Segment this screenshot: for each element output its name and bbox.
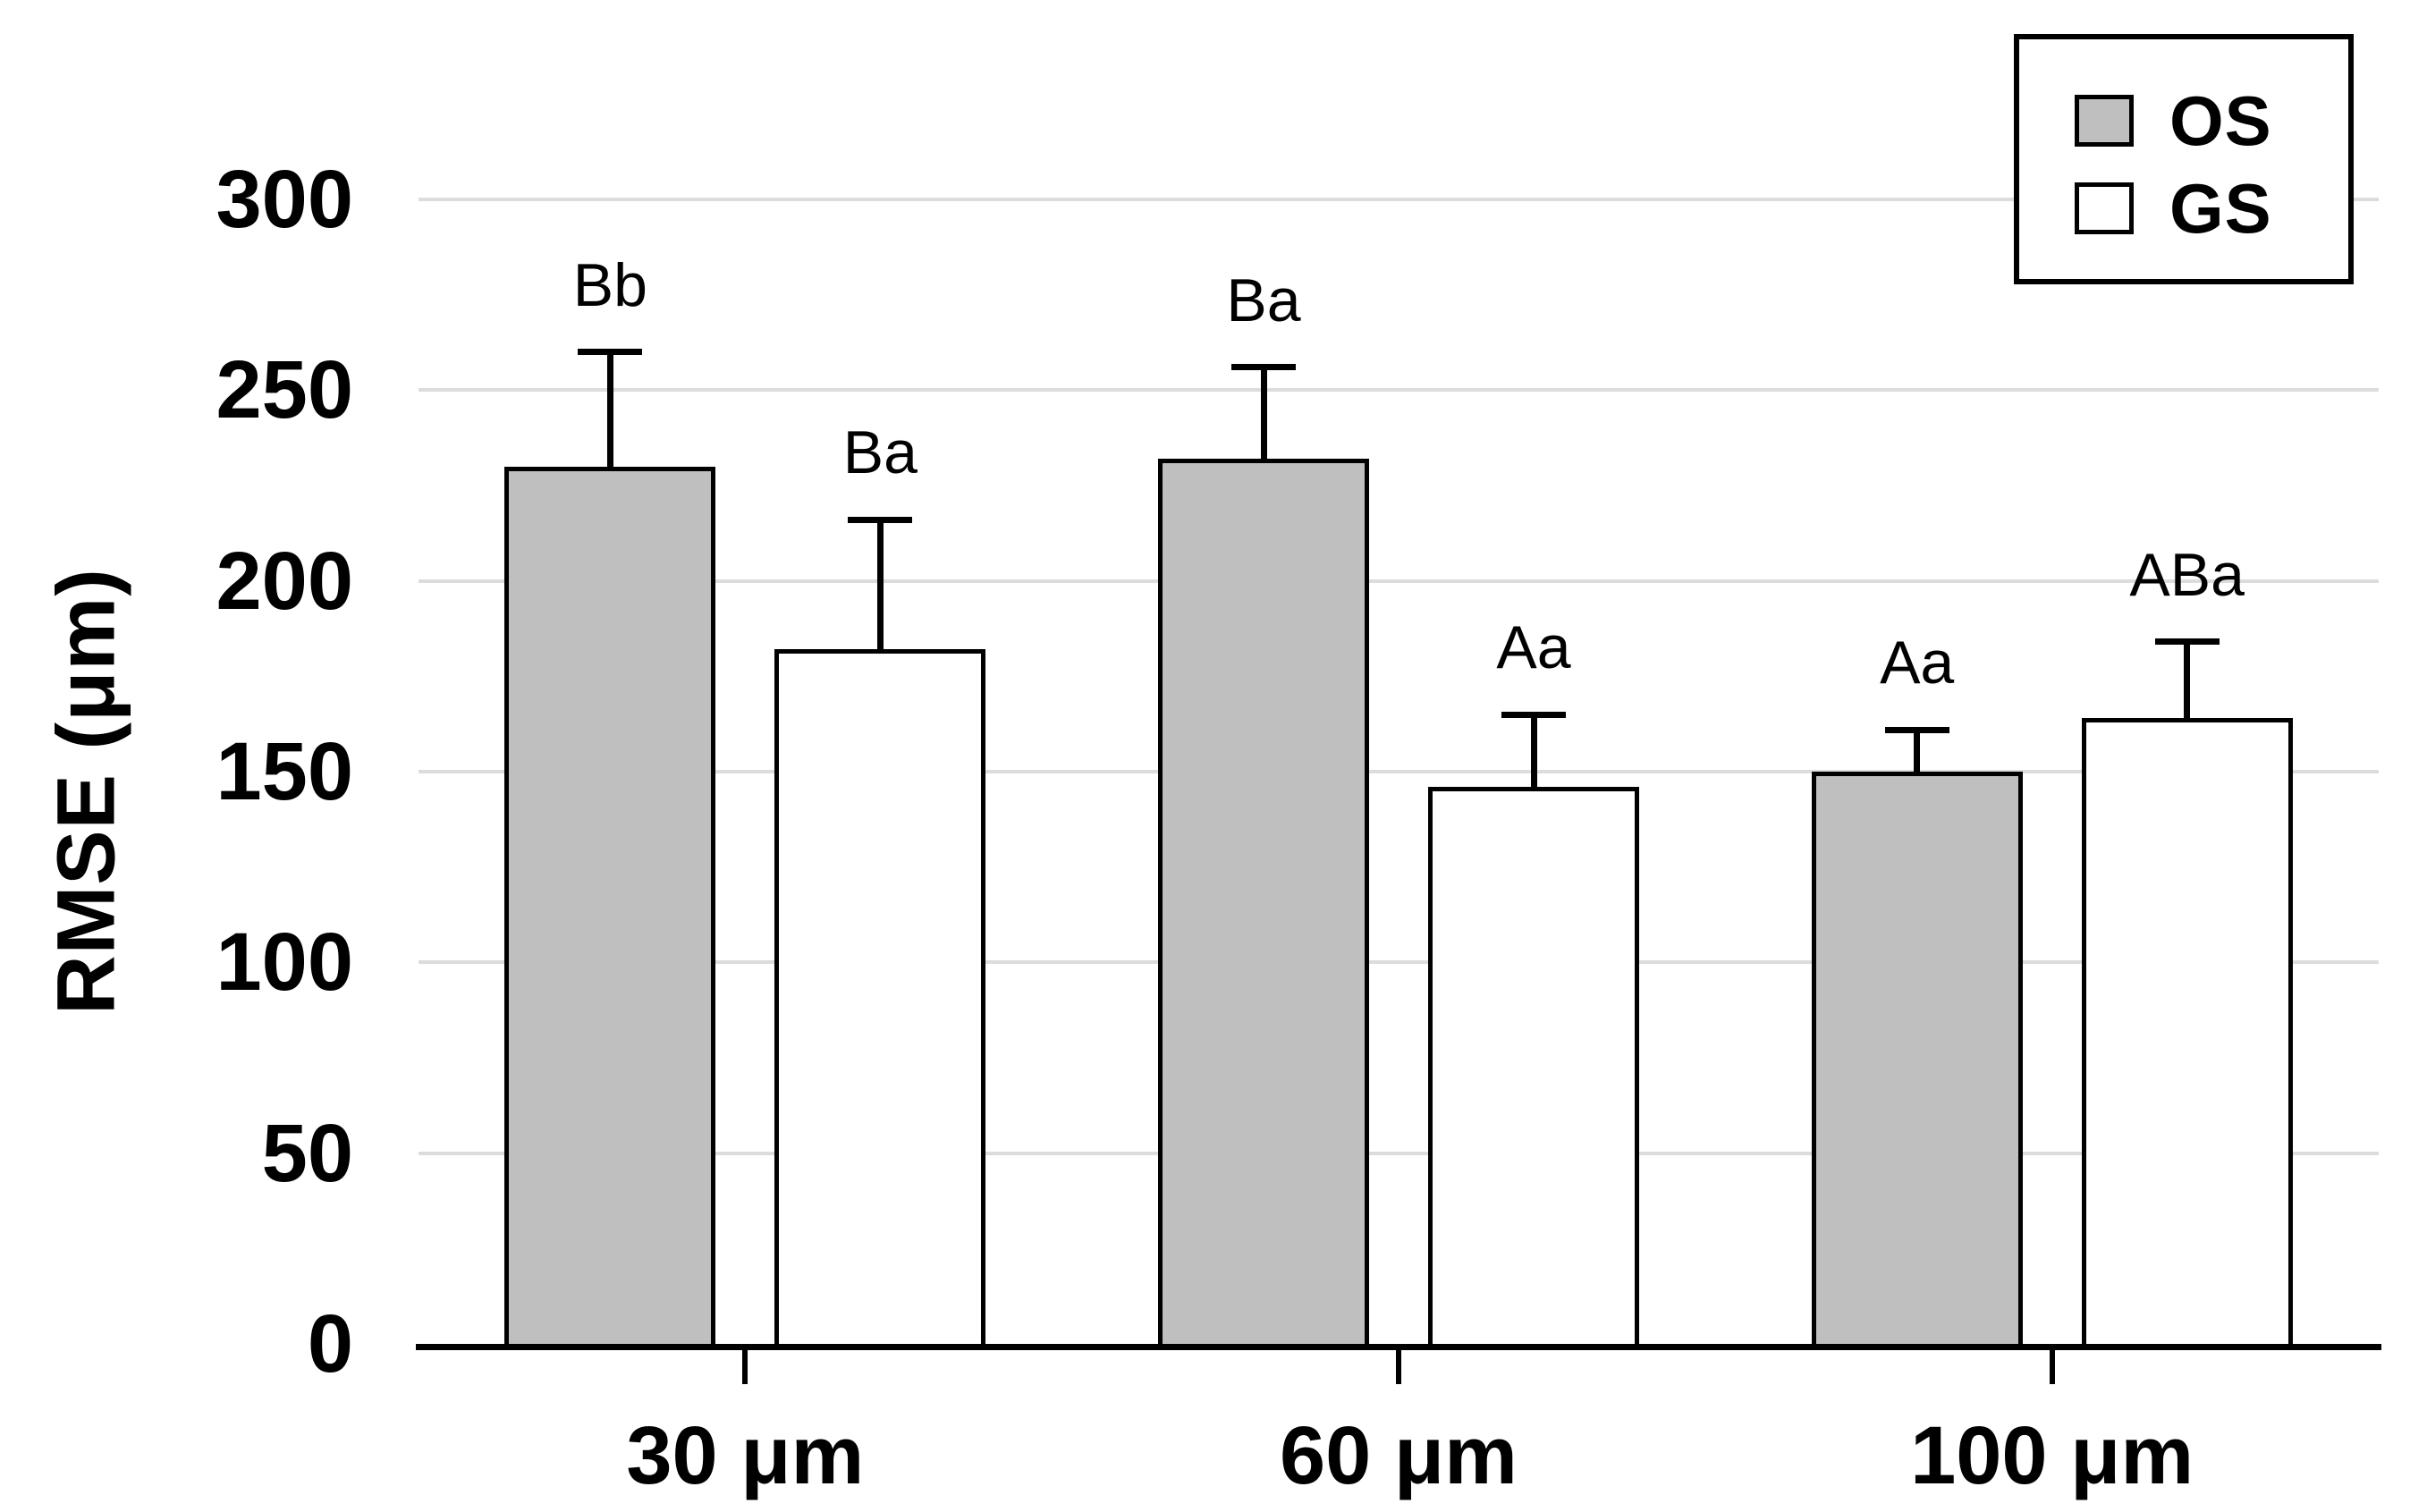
- error-bar-stem-os-0: [606, 351, 613, 470]
- error-bar-cap-os-0: [578, 349, 643, 356]
- gridline-y-250: [419, 388, 2379, 393]
- y-tick-label-200: 200: [216, 535, 354, 627]
- y-tick-label-50: 50: [261, 1107, 353, 1199]
- bar-annotation-os-2: Aa: [1880, 629, 1955, 697]
- y-tick-label-300: 300: [216, 154, 354, 245]
- gridline-y-300: [419, 198, 2379, 201]
- bar-gs-60μm: [1428, 787, 1639, 1350]
- legend-item-gs: GS: [2075, 169, 2272, 248]
- x-tick-2: [2049, 1350, 2055, 1384]
- bar-os-30μm: [504, 466, 716, 1350]
- gridline-y-100: [419, 960, 2379, 965]
- bar-annotation-os-1: Ba: [1226, 266, 1301, 334]
- bar-annotation-gs-0: Ba: [842, 418, 917, 487]
- error-bar-stem-gs-0: [876, 519, 884, 654]
- error-bar-cap-os-2: [1884, 726, 1949, 733]
- gridline-y-200: [419, 579, 2379, 583]
- error-bar-cap-gs-1: [1501, 711, 1566, 718]
- bar-annotation-gs-1: Aa: [1496, 613, 1571, 681]
- legend-label-gs: GS: [2169, 169, 2272, 248]
- x-axis-line: [416, 1344, 2381, 1350]
- bar-gs-30μm: [774, 649, 986, 1350]
- y-tick-label-250: 250: [216, 344, 354, 436]
- error-bar-cap-gs-2: [2154, 638, 2220, 646]
- x-category-label-2: 100 μm: [1910, 1410, 2194, 1501]
- y-tick-label-100: 100: [216, 916, 354, 1009]
- gridline-y-50: [419, 1151, 2379, 1155]
- x-tick-0: [742, 1350, 748, 1384]
- y-axis-title: RMSE (μm): [40, 568, 132, 1015]
- error-bar-stem-gs-2: [2184, 641, 2191, 722]
- legend-swatch-os: [2075, 95, 2134, 147]
- y-tick-label-150: 150: [216, 726, 354, 817]
- legend: OS GS: [2014, 34, 2354, 284]
- bar-os-60μm: [1158, 459, 1369, 1350]
- error-bar-stem-os-2: [1914, 730, 1921, 775]
- legend-swatch-gs: [2075, 182, 2134, 234]
- bar-annotation-gs-2: ABa: [2129, 540, 2245, 609]
- x-category-label-0: 30 μm: [626, 1410, 865, 1501]
- error-bar-cap-os-1: [1231, 364, 1296, 371]
- y-tick-label-0: 0: [307, 1298, 353, 1390]
- error-bar-cap-gs-0: [848, 516, 913, 523]
- bar-os-100μm: [1811, 772, 2023, 1350]
- error-bar-stem-os-1: [1260, 367, 1267, 463]
- legend-item-os: OS: [2075, 81, 2272, 160]
- bar-gs-100μm: [2081, 718, 2293, 1350]
- error-bar-stem-gs-1: [1530, 714, 1537, 791]
- gridline-y-150: [419, 770, 2379, 773]
- x-tick-1: [1396, 1350, 1401, 1384]
- bar-annotation-os-0: Bb: [572, 250, 647, 319]
- x-category-label-1: 60 μm: [1280, 1410, 1518, 1501]
- legend-label-os: OS: [2169, 81, 2272, 160]
